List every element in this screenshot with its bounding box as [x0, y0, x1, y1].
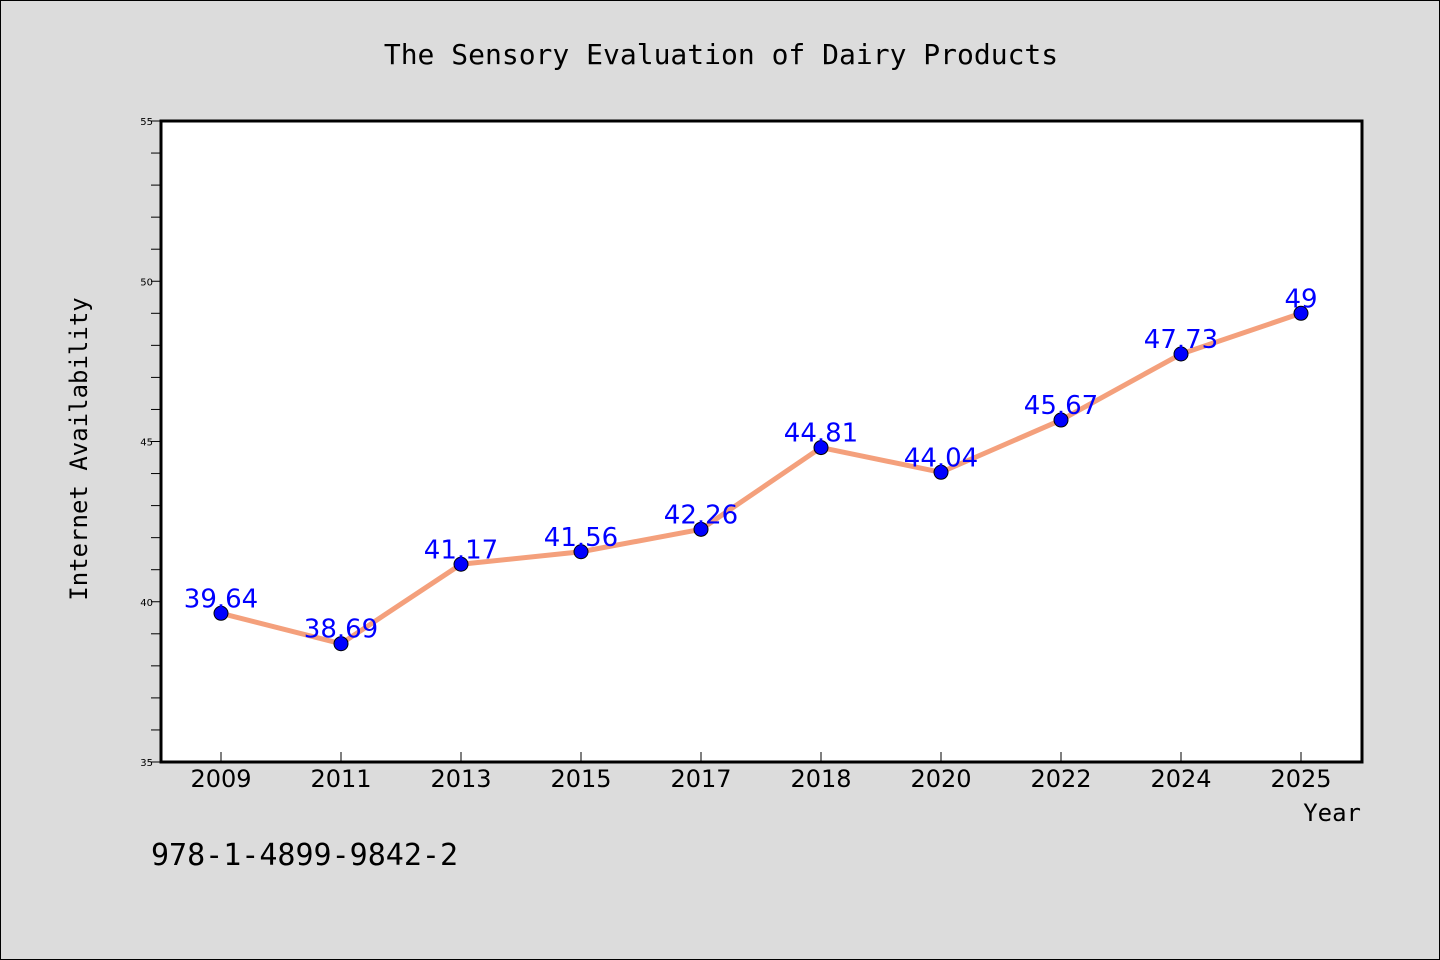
y-tick-label: 50 [140, 277, 153, 288]
data-label: 44.81 [784, 419, 858, 449]
x-tick-label: 2020 [910, 765, 971, 793]
x-tick-label: 2011 [310, 765, 371, 793]
data-point [333, 636, 349, 652]
plot-area [159, 119, 1364, 764]
data-label: 42.26 [664, 500, 738, 530]
y-axis-ticks: 35 40 45 50 55 [140, 117, 161, 769]
data-point [573, 544, 589, 560]
y-tick-label: 35 [140, 758, 153, 769]
isbn-text: 978-1-4899-9842-2 [151, 838, 458, 873]
y-axis-label: Internet Availability [65, 297, 93, 600]
data-label: 41.56 [544, 523, 618, 553]
x-tick-label: 2013 [430, 765, 491, 793]
data-point [1053, 412, 1069, 428]
x-tick-label: 2015 [550, 765, 611, 793]
data-label: 45.67 [1024, 391, 1098, 421]
x-axis-label: Year [1303, 799, 1361, 827]
series-line [218, 310, 1304, 647]
data-point [813, 440, 829, 456]
data-label: 44.04 [904, 443, 978, 473]
x-tick-label: 2024 [1150, 765, 1211, 793]
x-tick-label: 2017 [670, 765, 731, 793]
data-markers [213, 305, 1309, 652]
data-label: 47.73 [1144, 325, 1218, 355]
x-tick-label: 2025 [1270, 765, 1331, 793]
data-label: 38.69 [304, 615, 378, 645]
data-labels: 39.64 38.69 41.17 41.56 42.26 44.81 44.04 45.67… [184, 284, 1318, 644]
data-point [453, 556, 469, 572]
x-axis-ticks: 2009 2011 2013 2015 2017 2018 2020 2022 2024 2025 [190, 752, 1332, 793]
x-tick-label: 2009 [190, 765, 251, 793]
data-point [1173, 346, 1189, 362]
x-tick-label: 2022 [1030, 765, 1091, 793]
data-label: 39.64 [184, 584, 258, 614]
data-point [1293, 305, 1309, 321]
data-point [213, 605, 229, 621]
data-label: 41.17 [424, 535, 498, 565]
x-tick-label: 2018 [790, 765, 851, 793]
data-point [933, 464, 949, 480]
data-point [693, 521, 709, 537]
chart-title: The Sensory Evaluation of Dairy Products [384, 38, 1058, 71]
y-tick-label: 55 [140, 117, 153, 128]
y-tick-label: 45 [140, 438, 153, 449]
y-tick-label: 40 [140, 598, 153, 609]
data-label: 49 [1284, 284, 1317, 314]
